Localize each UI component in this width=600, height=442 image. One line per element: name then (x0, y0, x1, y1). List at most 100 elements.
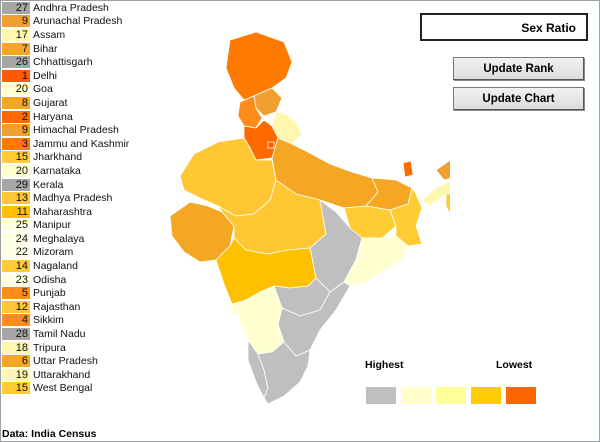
map-region-odisha (343, 235, 409, 287)
update-chart-button[interactable]: Update Chart (453, 87, 584, 110)
state-rank-list: 27 Andhra Pradesh 9 Arunachal Pradesh 17 Assa… (2, 1, 152, 395)
legend-highest-label: Highest (365, 359, 404, 371)
state-name: Arunachal Pradesh (33, 15, 123, 28)
state-rank: 5 (2, 287, 30, 300)
state-name: Maharashtra (33, 205, 92, 218)
state-row: 5 Punjab (2, 286, 152, 300)
map-region-delhi (267, 141, 275, 149)
state-rank: 15 (2, 151, 30, 164)
state-row: 12 Rajasthan (2, 300, 152, 314)
state-rank: 14 (2, 260, 30, 273)
legend-swatch (401, 387, 431, 404)
state-name: West Bengal (33, 382, 93, 395)
chart-title: Sex Ratio (521, 21, 576, 35)
state-row: 17 Assam (2, 28, 152, 42)
state-name: Bihar (33, 42, 58, 55)
state-name: Kerala (33, 178, 64, 191)
state-row: 2 Haryana (2, 110, 152, 124)
legend-lowest-label: Lowest (496, 359, 533, 371)
state-name: Tripura (33, 341, 66, 354)
state-row: 9 Himachal Pradesh (2, 123, 152, 137)
state-row: 27 Andhra Pradesh (2, 1, 152, 15)
state-row: 20 Goa (2, 83, 152, 97)
state-rank: 4 (2, 314, 30, 327)
state-name: Madhya Pradesh (33, 192, 113, 205)
state-rank: 23 (2, 273, 30, 286)
legend-swatch (506, 387, 536, 404)
state-row: 1 Delhi (2, 69, 152, 83)
map-region-sikkim (402, 160, 414, 178)
state-row: 19 Uttarakhand (2, 368, 152, 382)
state-name: Nagaland (33, 260, 78, 273)
state-row: 23 Odisha (2, 273, 152, 287)
legend-swatch (366, 387, 396, 404)
state-row: 15 Jharkhand (2, 151, 152, 165)
state-rank: 29 (2, 178, 30, 191)
state-rank: 20 (2, 83, 30, 96)
state-row: 20 Karnataka (2, 164, 152, 178)
state-name: Goa (33, 83, 53, 96)
state-rank: 26 (2, 56, 30, 69)
state-name: Jammu and Kashmir (33, 137, 130, 150)
state-name: Haryana (33, 110, 73, 123)
state-row: 18 Tripura (2, 341, 152, 355)
state-name: Uttarakhand (33, 368, 91, 381)
map-region-arunachal (435, 159, 450, 181)
state-name: Gujarat (33, 96, 68, 109)
state-name: Mizoram (33, 246, 74, 259)
state-name: Meghalaya (33, 232, 85, 245)
state-name: Manipur (33, 219, 71, 232)
state-rank: 2 (2, 110, 30, 123)
state-row: 28 Tamil Nadu (2, 327, 152, 341)
state-rank: 8 (2, 96, 30, 109)
map-region-punjab (237, 95, 263, 129)
legend-swatch (436, 387, 466, 404)
state-name: Jharkhand (33, 151, 83, 164)
state-row: 13 Madhya Pradesh (2, 191, 152, 205)
state-name: Sikkim (33, 314, 64, 327)
state-rank: 28 (2, 328, 30, 341)
state-name: Uttar Pradesh (33, 355, 98, 368)
state-row: 9 Arunachal Pradesh (2, 15, 152, 29)
map-region-jammu-kashmir (225, 31, 293, 101)
state-name: Chhattisgarh (33, 56, 93, 69)
map-region-northeast (445, 193, 450, 215)
state-row: 29 Kerala (2, 178, 152, 192)
state-rank: 20 (2, 164, 30, 177)
state-rank: 19 (2, 368, 30, 381)
map-region-tamil-nadu (257, 341, 311, 405)
state-row: 7 Bihar (2, 42, 152, 56)
state-rank: 7 (2, 42, 30, 55)
state-name: Punjab (33, 287, 66, 300)
state-name: Assam (33, 28, 66, 41)
state-row: 11 Maharashtra (2, 205, 152, 219)
update-rank-button[interactable]: Update Rank (453, 57, 584, 80)
state-rank: 9 (2, 124, 30, 137)
state-rank: 13 (2, 192, 30, 205)
state-name: Delhi (33, 69, 57, 82)
legend-swatch (471, 387, 501, 404)
india-map (169, 31, 450, 405)
map-region-assam (421, 180, 450, 207)
state-row: 8 Gujarat (2, 96, 152, 110)
state-name: Tamil Nadu (33, 328, 86, 341)
state-row: 24 Meghalaya (2, 232, 152, 246)
state-rank: 24 (2, 232, 30, 245)
state-name: Odisha (33, 273, 67, 286)
state-rank: 1 (2, 69, 30, 82)
state-rank: 17 (2, 28, 30, 41)
state-rank: 12 (2, 300, 30, 313)
state-rank: 25 (2, 219, 30, 232)
state-rank: 6 (2, 355, 30, 368)
state-name: Rajasthan (33, 300, 81, 313)
state-row: 14 Nagaland (2, 259, 152, 273)
state-name: Karnataka (33, 164, 81, 177)
state-row: 3 Jammu and Kashmir (2, 137, 152, 151)
title-box: Sex Ratio (420, 13, 588, 41)
state-row: 26 Chhattisgarh (2, 55, 152, 69)
state-rank: 3 (2, 137, 30, 150)
state-rank: 27 (2, 1, 30, 14)
state-rank: 11 (2, 205, 30, 218)
state-row: 6 Uttar Pradesh (2, 354, 152, 368)
state-row: 4 Sikkim (2, 314, 152, 328)
